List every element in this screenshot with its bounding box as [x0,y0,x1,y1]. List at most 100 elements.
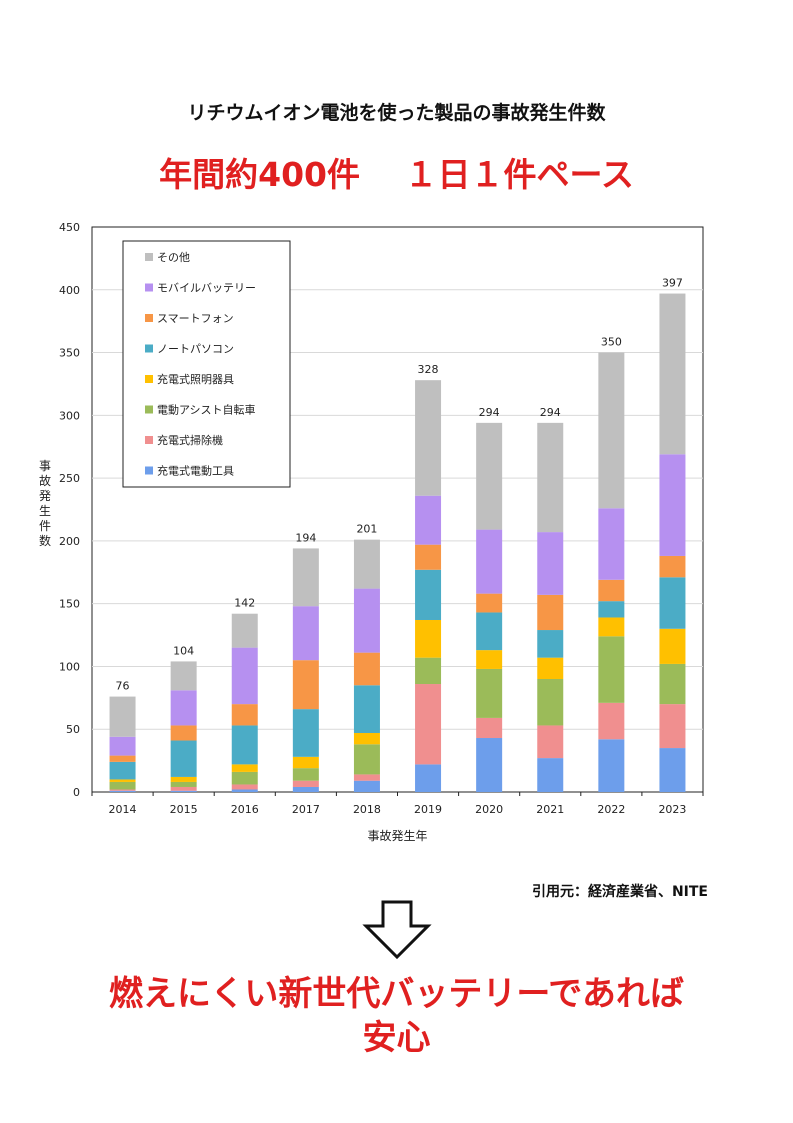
bar-segment [659,628,686,664]
bar-segment [170,725,197,741]
bar-segment [598,352,625,509]
bar-segment [292,709,319,757]
y-tick-label: 450 [59,221,80,234]
bar-segment [659,577,686,629]
bar-segment [170,781,197,787]
legend-swatch [145,253,153,261]
y-tick-label: 50 [66,723,80,736]
bar-segment [659,454,686,556]
legend-swatch [145,283,153,292]
page-title: リチウムイオン電池を使った製品の事故発生件数 [187,102,606,124]
x-axis-label: 事故発生年 [367,828,427,843]
bar-segment [292,548,319,607]
legend-swatch [145,436,153,444]
data-label-total: 194 [295,531,316,544]
x-tick-label: 2016 [231,803,259,816]
conclusion: 燃えにくい新世代バッテリーであれば 安心 [0,972,793,1060]
bar-segment [109,755,136,762]
bar-segment [231,789,258,792]
bar-segment [353,685,380,733]
bar-segment [476,668,503,718]
chart-legend: その他モバイルバッテリースマートフォンノートパソコン充電式照明器具電動アシスト自… [122,240,291,488]
data-label-total: 294 [479,406,500,419]
x-tick-label: 2017 [292,803,320,816]
bar-segment [476,593,503,613]
bar-segment [415,495,442,545]
bar-segment [537,758,564,792]
chart: 76 104 142 194 201 328 294 294 350 397 0 50 100 150 2… [39,221,704,843]
bar-segment [659,555,686,578]
data-label-total: 201 [356,523,377,536]
x-tick-label: 2014 [109,803,137,816]
bar-segment [476,612,503,651]
bar-segment [231,764,258,772]
legend-label: 充電式掃除機 [157,433,223,447]
bar-segment [537,422,564,533]
data-label-total: 104 [173,644,194,657]
legend-label: 充電式照明器具 [157,372,234,386]
bar-segment [353,744,380,775]
data-label-total: 328 [418,363,439,376]
y-tick-label: 150 [59,598,80,611]
data-label-total: 142 [234,597,255,610]
bar-segment [598,617,625,637]
y-tick-label: 100 [59,660,80,673]
bar-segment [659,748,686,792]
chart-axes: 0 50 100 150 200 250 300 350 400 450 2014 2015 2016 2… [39,221,704,843]
bar-segment [292,768,319,781]
legend-swatch [145,375,153,383]
bar-segment [598,579,625,602]
source-citation: 引用元：経済産業省、NITE [531,884,708,900]
legend-box [122,240,291,488]
bar-segment [109,779,136,782]
legend-label: その他 [157,251,190,264]
bar-segment [415,684,442,765]
bar-segment [292,786,319,792]
y-tick-label: 300 [59,409,80,422]
legend-label: 充電式電動工具 [157,464,234,478]
bar-segment [231,725,258,765]
bar-segment [109,761,136,780]
legend-label: モバイルバッテリー [157,282,256,295]
bar-segment [659,293,686,455]
bar-segment [109,736,136,756]
legend-swatch [145,344,153,353]
bar-segment [415,619,442,658]
bar-segment [598,508,625,580]
legend-label: 電動アシスト自転車 [157,403,256,417]
down-arrow-outline-icon [362,900,432,960]
x-tick-label: 2023 [658,803,686,816]
bar-segment [170,790,197,792]
legend-label: ノートパソコン [157,343,234,356]
bar-segment [415,380,442,496]
bar-segment [415,544,442,570]
bar-segment [292,756,319,769]
bar-segment [170,740,197,777]
data-label-total: 397 [662,277,683,290]
y-tick-label: 250 [59,472,80,485]
bar-segment [353,652,380,686]
bar-segment [476,717,503,739]
bar-segment [231,613,258,648]
bar-segment [415,569,442,620]
x-tick-label: 2018 [353,803,381,816]
x-tick-label: 2020 [475,803,503,816]
y-tick-label: 350 [59,347,80,360]
y-tick-label: 200 [59,535,80,548]
bar-segment [353,732,380,745]
bar-segment [170,776,197,782]
bar-segment [537,532,564,595]
bar-segment [292,660,319,710]
bar-segment [109,790,136,792]
bar-segment [476,529,503,594]
conclusion-line-1: 燃えにくい新世代バッテリーであれば [109,974,684,1014]
bar-segment [353,774,380,781]
data-label-total: 76 [116,680,130,693]
bar-segment [109,789,136,791]
bar-segment [659,663,686,705]
legend-swatch [145,314,153,322]
bar-segment [170,786,197,791]
bar-segment [231,704,258,726]
bar-segment [170,661,197,691]
x-tick-label: 2021 [536,803,564,816]
